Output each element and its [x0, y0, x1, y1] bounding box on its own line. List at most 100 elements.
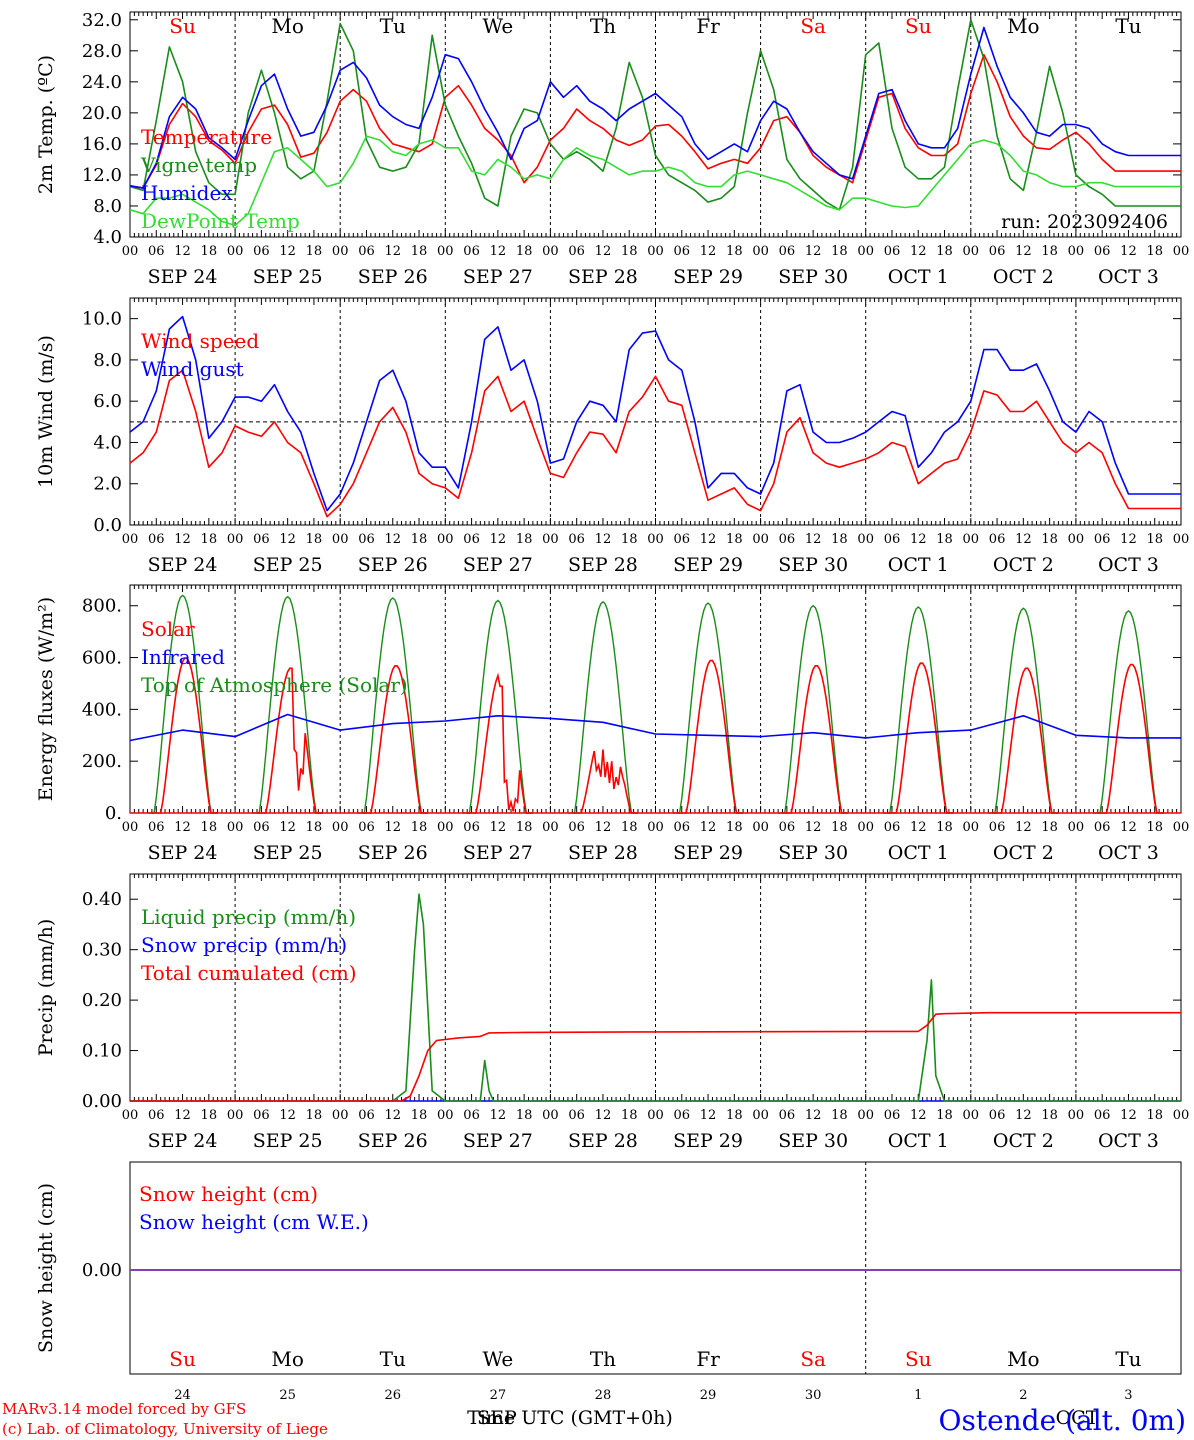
hour-tick-label: 12: [384, 820, 401, 835]
date-label: SEP 24: [148, 1130, 218, 1152]
hour-tick-label: 12: [279, 1108, 296, 1123]
hour-tick-label: 06: [1094, 532, 1111, 547]
hour-tick-label: 18: [726, 532, 743, 547]
date-label: OCT 3: [1098, 266, 1159, 288]
station-label: Ostende (alt. 0m): [939, 1404, 1187, 1437]
hour-tick-label: 00: [1068, 244, 1085, 259]
series-dewpoint-temp-line: [129, 135, 1181, 227]
hour-tick-label: 12: [1120, 244, 1137, 259]
hour-tick-label: 00: [332, 1108, 349, 1123]
series-toa-solar-day: [1093, 609, 1164, 814]
y-tick-label: 200.: [82, 751, 122, 772]
y-tick-label: 8.0: [93, 350, 122, 371]
weekday-label-bottom: Mo: [271, 1347, 304, 1371]
series-infrared-line: [129, 713, 1181, 742]
day-number-label: 25: [279, 1388, 296, 1403]
y-tick-label: 8.0: [93, 196, 122, 217]
hour-tick-label: 18: [726, 244, 743, 259]
weekday-label-top: Mo: [1007, 14, 1040, 38]
y-tick-label: 800.: [82, 596, 122, 617]
hour-tick-label: 18: [831, 244, 848, 259]
hour-tick-label: 12: [805, 820, 822, 835]
hour-tick-label: 12: [490, 244, 507, 259]
y-tick-label: 0.00: [82, 1260, 122, 1281]
hour-tick-label: 00: [122, 532, 139, 547]
series-toa-solar-day: [778, 604, 849, 814]
hour-tick-label: 18: [936, 532, 953, 547]
hour-tick-label: 12: [1120, 1108, 1137, 1123]
y-tick-label: 12.0: [82, 165, 122, 186]
panel-3: 00 06 12 18 00 06 12 18 00 06 12 18 00 06 12 18 00 06 12 18…: [35, 873, 1189, 1152]
y-tick-label: 24.0: [82, 72, 122, 93]
hour-tick-label: 18: [516, 244, 533, 259]
hour-tick-label: 06: [674, 532, 691, 547]
hour-tick-label: 00: [1173, 244, 1190, 259]
hour-tick-label: 12: [595, 532, 612, 547]
hour-tick-label: 12: [174, 244, 191, 259]
series-solar-day: [572, 749, 638, 814]
hour-tick-label: 00: [857, 820, 874, 835]
hour-tick-label: 18: [726, 820, 743, 835]
weekday-label-top: Tu: [380, 14, 406, 38]
series-temperature-line: [129, 53, 1181, 189]
hour-tick-label: 00: [1173, 820, 1190, 835]
hour-tick-label: 00: [752, 244, 769, 259]
footer-model-credit: MARv3.14 model forced by GFS: [2, 1400, 246, 1418]
hour-tick-label: 18: [726, 1108, 743, 1123]
series-toa-solar-day: [147, 594, 218, 814]
y-tick-label: 6.0: [93, 391, 122, 412]
hour-tick-label: 00: [437, 532, 454, 547]
series-solar-day: [992, 667, 1059, 814]
series-solar-day: [677, 659, 744, 814]
hour-tick-label: 06: [253, 820, 270, 835]
date-label: SEP 26: [358, 1130, 428, 1152]
y-tick-label: 0.00: [82, 1091, 122, 1112]
weekday-label-bottom: Su: [169, 1347, 196, 1371]
hour-tick-label: 00: [332, 532, 349, 547]
x-axis-month-overlap: SEP: [477, 1407, 517, 1429]
hour-tick-label: 18: [621, 532, 638, 547]
hour-tick-label: 18: [831, 1108, 848, 1123]
hour-tick-label: 06: [358, 1108, 375, 1123]
hour-tick-label: 06: [884, 244, 901, 259]
hour-tick-label: 06: [568, 1108, 585, 1123]
date-label: OCT 1: [888, 842, 949, 864]
hour-tick-label: 00: [542, 532, 559, 547]
y-tick-label: 20.0: [82, 103, 122, 124]
y-tick-label: 0.30: [82, 940, 122, 961]
hour-tick-label: 00: [963, 1108, 980, 1123]
hour-tick-label: 12: [384, 244, 401, 259]
date-label: SEP 27: [463, 554, 533, 576]
hour-tick-label: 18: [621, 244, 638, 259]
date-label: SEP 29: [673, 1130, 743, 1152]
hour-tick-label: 18: [1146, 820, 1163, 835]
hour-tick-label: 12: [910, 532, 927, 547]
date-label: OCT 1: [888, 266, 949, 288]
hour-tick-label: 06: [358, 820, 375, 835]
series-liquid-precip-line: [130, 893, 1181, 1102]
y-tick-label: 0.40: [82, 889, 122, 910]
series-total-cumulated-line: [130, 1011, 1181, 1102]
weekday-label-top: Mo: [271, 14, 304, 38]
date-label: SEP 27: [463, 842, 533, 864]
hour-tick-label: 12: [805, 532, 822, 547]
hour-tick-label: 00: [122, 244, 139, 259]
hour-tick-label: 00: [542, 820, 559, 835]
hour-tick-label: 06: [253, 532, 270, 547]
hour-tick-label: 18: [831, 532, 848, 547]
series-toa-solar-day: [988, 607, 1059, 814]
series-toa-solar-day: [357, 597, 428, 814]
panel-0: 00 06 12 18 00 06 12 18 00 06 12 18 00 06 12 18 00 06 12 18…: [35, 10, 1189, 288]
date-label: OCT 2: [993, 266, 1054, 288]
hour-tick-label: 18: [411, 532, 428, 547]
date-label: OCT 3: [1098, 842, 1159, 864]
hour-tick-label: 12: [279, 820, 296, 835]
date-label: SEP 29: [673, 842, 743, 864]
day-number-label: 24: [174, 1388, 191, 1403]
date-label: SEP 29: [673, 554, 743, 576]
hour-tick-label: 06: [253, 1108, 270, 1123]
series-wind-speed-line: [129, 369, 1181, 518]
hour-tick-label: 00: [963, 532, 980, 547]
series-toa-solar-day: [673, 602, 744, 814]
hour-tick-label: 18: [516, 1108, 533, 1123]
